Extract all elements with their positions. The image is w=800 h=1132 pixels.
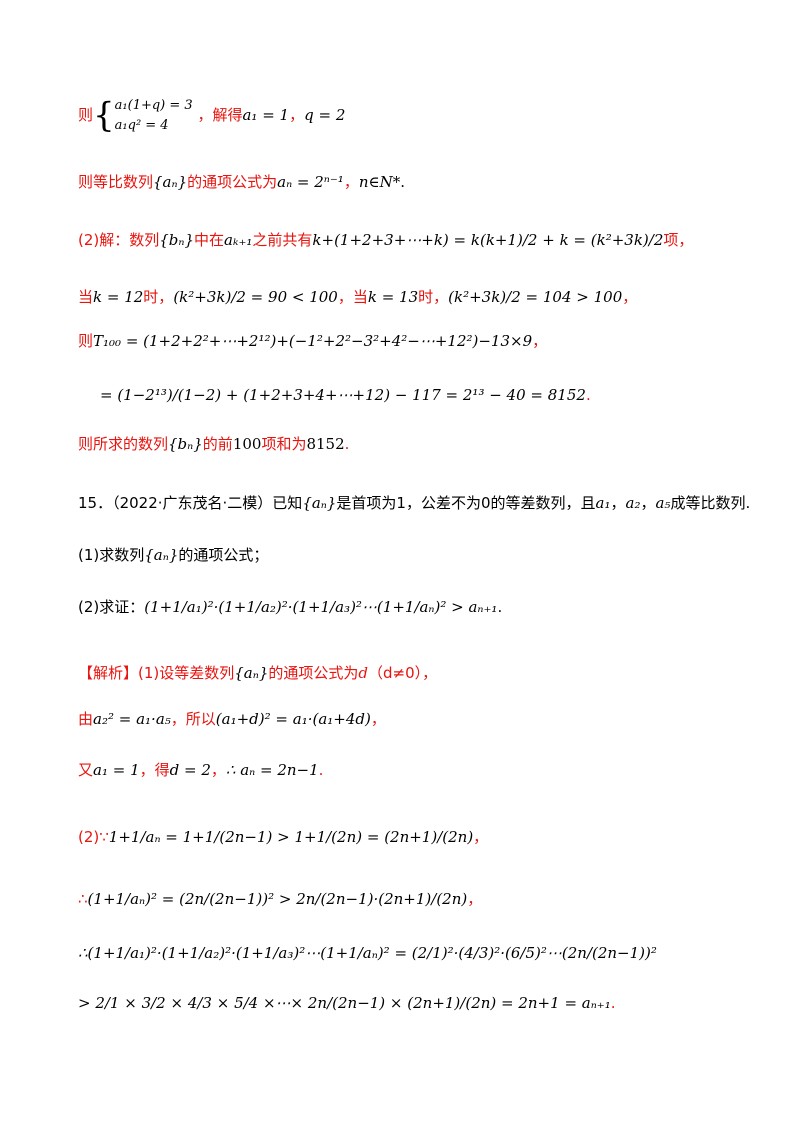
eq-b: a₁q² = 4 xyxy=(114,117,169,133)
an-result: ∴ aₙ = 2n−1 xyxy=(225,761,319,779)
eq-a: a₁(1+q) = 3 xyxy=(114,98,193,113)
equation-system: a₁(1+q) = 3 a₁q² = 4 xyxy=(115,96,193,135)
d-value-line: 又a₁ = 1，得d = 2，∴ aₙ = 2n−1. xyxy=(78,761,324,779)
a1-value: a₁ = 1 xyxy=(242,106,290,124)
solution-part1-line: 【解析】(1)设等差数列{aₙ}的通项公式为d（d≠0）， xyxy=(78,664,438,682)
question-15-part1: (1)求数列{aₙ}的通项公式； xyxy=(78,546,269,564)
general-term-line: 则等比数列{aₙ}的通项公式为aₙ = 2ⁿ⁻¹，n∈N*. xyxy=(78,173,406,191)
t100-result: = (1−2¹³)/(1−2) + (1+2+3+4+⋯+12) − 117 =… xyxy=(100,386,586,404)
question-15-part2: (2)求证：(1+1/a₁)²·(1+1/a₂)²·(1+1/a₃)²⋯(1+1… xyxy=(78,598,503,616)
n-domain: n∈N* xyxy=(358,173,401,191)
q-value: q = 2 xyxy=(304,106,346,124)
part2-square-line: ∴(1+1/aₙ)² = (2n/(2n−1))² > 2n/(2n−1)·(2… xyxy=(78,890,483,908)
t100-line: 则T₁₀₀ = (1+2+2²+⋯+2¹²)+(−1²+2²−3²+4²−⋯+1… xyxy=(78,332,548,350)
geometric-condition-line: 由a₂² = a₁·a₅，所以(a₁+d)² = a₁·(a₁+4d)， xyxy=(78,710,386,728)
k-cases-line: 当k = 12时，(k²+3k)/2 = 90 < 100，当k = 13时，(… xyxy=(78,288,638,306)
seq-a: {aₙ} xyxy=(153,173,188,191)
system-line: 则{a₁(1+q) = 3 a₁q² = 4 ，解得a₁ = 1，q = 2 xyxy=(78,95,346,136)
text-ze: 则 xyxy=(78,106,94,124)
telescoping-line: > 2/1 × 3/2 × 4/3 × 5/4 ×⋯× 2n/(2n−1) × … xyxy=(78,994,616,1012)
sum-conclusion-line: 则所求的数列{bₙ}的前100项和为8152. xyxy=(78,435,350,453)
case-k13: (k²+3k)/2 = 104 > 100 xyxy=(448,288,623,306)
count-expression: k+(1+2+3+⋯+k) = k(k+1)/2 + k = (k²+3k)/2 xyxy=(312,231,664,249)
sum-value: 8152 xyxy=(306,435,345,453)
part2-because-line: (2)∵1+1/aₙ = 1+1/(2n−1) > 1+1/(2n) = (2n… xyxy=(78,828,489,846)
solution-tag: 【解析】 xyxy=(78,664,139,682)
part2-count-line: (2)解：数列{bₙ}中在aₖ₊₁之前共有k+(1+2+3+⋯+k) = k(k… xyxy=(78,231,694,249)
product-line: ∴(1+1/a₁)²·(1+1/a₂)²·(1+1/a₃)²⋯(1+1/aₙ)²… xyxy=(78,944,657,962)
question-15-head: 15．（2022·广东茂名·二模）已知 xyxy=(78,494,303,512)
t100-result-line: = (1−2¹³)/(1−2) + (1+2+3+4+⋯+12) − 117 =… xyxy=(100,386,591,404)
an-formula: aₙ = 2ⁿ⁻¹ xyxy=(277,173,344,191)
inequality-to-prove: (1+1/a₁)²·(1+1/a₂)²·(1+1/a₃)²⋯(1+1/aₙ)² … xyxy=(144,598,498,616)
case-k12: (k²+3k)/2 = 90 < 100 xyxy=(173,288,338,306)
question-15-stem: 15．（2022·广东茂名·二模）已知{aₙ}是首项为1，公差不为0的等差数列，… xyxy=(78,494,751,512)
t100-expression: T₁₀₀ = (1+2+2²+⋯+2¹²)+(−1²+2²−3²+4²−⋯+12… xyxy=(93,332,533,350)
